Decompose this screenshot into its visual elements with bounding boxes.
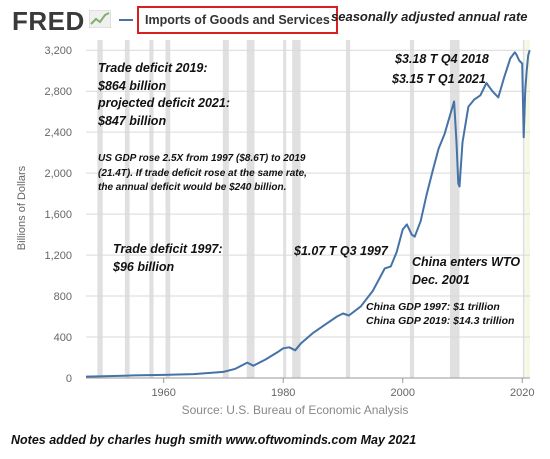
- footer-note: Notes added by charles hugh smith www.of…: [11, 433, 417, 447]
- annotation-line: $96 billion: [113, 260, 175, 274]
- series-legend-line: [119, 19, 133, 21]
- series-title-text: Imports of Goods and Services: [145, 13, 330, 27]
- annotation-deficit-1997: Trade deficit 1997: $96 billion: [113, 240, 223, 276]
- y-tick-label: 2,800: [44, 86, 72, 98]
- annotation-china-wto: China enters WTO Dec. 2001: [412, 253, 520, 289]
- annotation-gdp-comparison: US GDP rose 2.5X from 1997 ($8.6T) to 20…: [98, 152, 307, 196]
- annotation-line: Dec. 2001: [412, 273, 470, 287]
- annotation-line: China GDP 1997: $1 trillion: [366, 301, 500, 313]
- annotation-line: Trade deficit 2019:: [98, 61, 208, 75]
- y-tick-label: 0: [66, 373, 72, 385]
- y-tick-label: 3,200: [44, 45, 72, 57]
- x-tick-label: 1960: [151, 387, 175, 399]
- y-tick-label: 1,200: [44, 250, 72, 262]
- annotation-peak-2018: $3.18 T Q4 2018: [395, 52, 489, 66]
- annotation-line: China enters WTO: [412, 255, 521, 269]
- x-tick-label: 2020: [510, 387, 534, 399]
- annotation-line: $864 billion: [98, 78, 167, 93]
- annotation-line: projected deficit 2021:: [98, 96, 230, 110]
- annotation-line: $1.07 T Q3 1997: [294, 244, 388, 258]
- recession-band: [409, 40, 415, 378]
- recession-band: [246, 40, 255, 378]
- recent-highlight: [525, 40, 530, 378]
- recession-band: [345, 40, 351, 378]
- series-title[interactable]: Imports of Goods and Services: [137, 6, 338, 34]
- y-tick-label: 1,600: [44, 209, 72, 221]
- annotation-line: China GDP 2019: $14.3 trillion: [366, 315, 515, 327]
- recession-band: [283, 40, 287, 378]
- chart-header: FRED Imports of Goods and Services seaso…: [0, 0, 550, 40]
- annotation-line: $847 billion: [98, 113, 167, 128]
- series-line: [85, 49, 531, 378]
- series-subtitle: seasonally adjusted annual rate: [331, 9, 528, 24]
- y-tick-label: 800: [54, 291, 72, 303]
- annotation-line: US GDP rose 2.5X from 1997 ($8.6T) to 20…: [98, 153, 306, 164]
- y-axis-label: Billions of Dollars: [16, 165, 28, 251]
- axes: 0 400 800 1,200 1,600 2,000 2,400 2,800 3,200 196…: [44, 45, 534, 399]
- annotation-line: the annual deficit would be $240 billion…: [98, 182, 287, 193]
- recession-band: [292, 40, 301, 378]
- recession-band: [149, 40, 154, 378]
- recession-band: [165, 40, 171, 378]
- annotation-deficit-2019: Trade deficit 2019: $864 billion project…: [98, 60, 230, 130]
- source-note: Source: U.S. Bureau of Economic Analysis: [181, 403, 409, 417]
- recession-band: [522, 40, 525, 378]
- annotation-q1-2021: $3.15 T Q1 2021: [392, 72, 486, 86]
- recession-bands: [86, 40, 530, 378]
- annotation-line: $3.15 T Q1 2021: [392, 72, 486, 86]
- recession-band: [222, 40, 229, 378]
- line-chart-icon: [89, 10, 111, 28]
- series-layer: [85, 49, 531, 378]
- recession-band: [124, 40, 130, 378]
- annotation-line: $3.18 T Q4 2018: [395, 52, 489, 66]
- annotation-line: Trade deficit 1997:: [113, 242, 223, 256]
- x-tick-label: 2000: [390, 387, 414, 399]
- recession-band: [449, 40, 460, 378]
- annotation-china-gdp: China GDP 1997: $1 trillion China GDP 20…: [366, 300, 514, 328]
- recession-band: [97, 40, 103, 378]
- y-tick-label: 2,000: [44, 168, 72, 180]
- fred-logo[interactable]: FRED: [12, 6, 85, 36]
- gridlines: [86, 49, 530, 379]
- y-tick-label: 400: [54, 332, 72, 344]
- y-tick-label: 2,400: [44, 127, 72, 139]
- annotation-imports-1997: $1.07 T Q3 1997: [294, 244, 388, 258]
- x-tick-label: 1980: [271, 387, 295, 399]
- annotation-line: (21.4T). If trade deficit rose at the sa…: [98, 167, 307, 179]
